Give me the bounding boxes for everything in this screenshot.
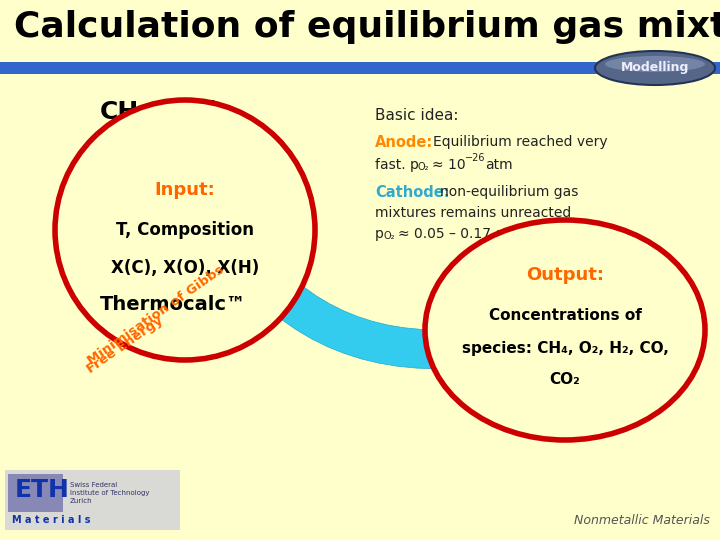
Text: Swiss Federal: Swiss Federal	[70, 482, 117, 488]
Text: Free Energy: Free Energy	[85, 314, 166, 376]
Text: CO₂: CO₂	[549, 373, 580, 388]
Ellipse shape	[595, 51, 715, 85]
FancyArrowPatch shape	[199, 203, 487, 377]
Text: Concentrations of: Concentrations of	[489, 307, 642, 322]
Text: Output:: Output:	[526, 266, 604, 284]
Text: fast. p: fast. p	[375, 158, 419, 172]
Ellipse shape	[605, 56, 705, 72]
Text: Anode:: Anode:	[375, 135, 433, 150]
Text: ETH: ETH	[14, 478, 69, 502]
Text: Institute of Technology: Institute of Technology	[70, 490, 150, 496]
Text: M a t e r i a l s: M a t e r i a l s	[12, 515, 91, 525]
Text: + Air: + Air	[150, 100, 229, 124]
Text: Equilibrium reached very: Equilibrium reached very	[433, 135, 608, 149]
Text: CH: CH	[100, 100, 139, 124]
Text: p: p	[375, 227, 384, 241]
Text: Input:: Input:	[155, 181, 215, 199]
Text: X(C), X(O), X(H): X(C), X(O), X(H)	[111, 259, 259, 277]
Ellipse shape	[425, 220, 705, 440]
Bar	[5, 470, 180, 530]
Text: species: CH₄, O₂, H₂, CO,: species: CH₄, O₂, H₂, CO,	[462, 341, 668, 355]
Text: Modelling: Modelling	[621, 62, 689, 75]
Text: T, Composition: T, Composition	[116, 221, 254, 239]
Text: Nonmetallic Materials: Nonmetallic Materials	[574, 514, 710, 526]
Text: −26: −26	[465, 153, 485, 163]
Text: O₂: O₂	[384, 231, 395, 241]
Text: Zurich: Zurich	[70, 498, 93, 504]
Text: 4: 4	[138, 104, 150, 122]
Text: Cathode:: Cathode:	[375, 185, 449, 200]
Text: Basic idea:: Basic idea:	[375, 108, 459, 123]
Text: Calculation of equilibrium gas mixtures: Calculation of equilibrium gas mixtures	[14, 10, 720, 44]
Text: non-equilibrium gas: non-equilibrium gas	[440, 185, 578, 199]
Bar	[0, 62, 720, 74]
Text: ≈ 10: ≈ 10	[432, 158, 466, 172]
Bar	[8, 474, 63, 512]
Ellipse shape	[55, 100, 315, 360]
Text: O₂: O₂	[418, 162, 430, 172]
Text: Thermocalc™: Thermocalc™	[100, 295, 246, 314]
Text: mixtures remains unreacted: mixtures remains unreacted	[375, 206, 571, 220]
Text: ≈ 0.05 – 0.17 atm: ≈ 0.05 – 0.17 atm	[398, 227, 523, 241]
Text: Minimisation of Gibbs: Minimisation of Gibbs	[85, 263, 226, 367]
Text: atm: atm	[485, 158, 513, 172]
